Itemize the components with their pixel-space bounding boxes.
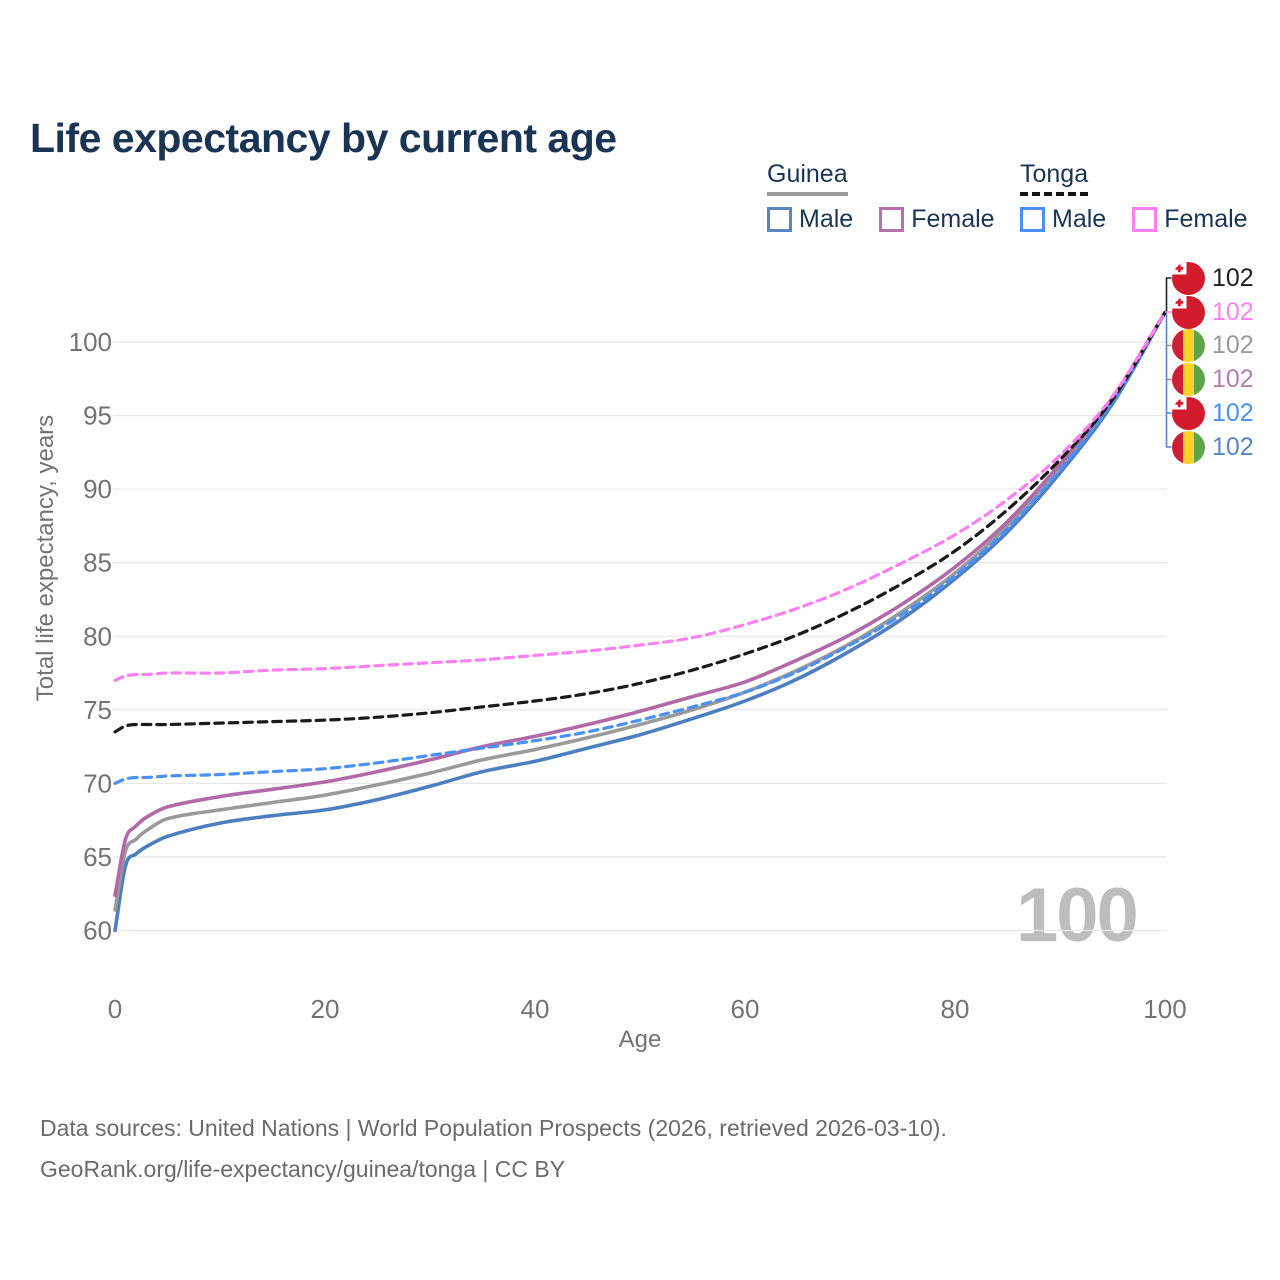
legend-item-tonga-female[interactable]: Female (1132, 205, 1248, 234)
end-label-tonga: 102 (1172, 261, 1254, 295)
series-line-guinea-female[interactable] (113, 310, 1167, 897)
legend-item-guinea-male[interactable]: Male (767, 205, 853, 234)
footer: Data sources: United Nations | World Pop… (40, 1108, 947, 1190)
end-label-guinea-female: 102 (1172, 363, 1254, 396)
end-label-value: 102 (1212, 331, 1254, 359)
end-label-value: 102 (1212, 365, 1254, 393)
legend-swatch-icon (1020, 207, 1045, 232)
legend-item-label: Female (911, 205, 995, 233)
y-tick-label: 90 (83, 474, 112, 504)
x-tick-label: 0 (108, 994, 122, 1024)
legend-swatch-icon (767, 207, 792, 232)
series-line-tonga-male[interactable] (113, 311, 1167, 785)
footer-attribution: GeoRank.org/life-expectancy/guinea/tonga… (40, 1156, 566, 1182)
page-title: Life expectancy by current age (30, 115, 617, 162)
legend-group-guinea: Guinea Male Female (767, 160, 995, 234)
x-axis-title: Age (618, 1026, 662, 1053)
legend-item-label: Male (799, 205, 854, 233)
series-line-tonga-female[interactable] (113, 311, 1167, 682)
y-tick-label: 60 (83, 916, 112, 946)
end-label-guinea-male: 102 (1172, 430, 1254, 464)
guinea-flag-icon (1172, 430, 1205, 464)
end-label-connector (1165, 313, 1172, 448)
series-line-guinea[interactable] (113, 310, 1167, 912)
legend-item-tonga-male[interactable]: Male (1020, 205, 1106, 234)
y-tick-label: 100 (69, 327, 112, 357)
x-tick-label: 100 (1143, 994, 1186, 1024)
y-tick-label: 85 (83, 548, 112, 578)
guinea-flag-icon (1172, 363, 1205, 396)
y-tick-label: 75 (83, 695, 112, 725)
y-tick-label: 65 (83, 842, 112, 872)
tonga-flag-icon (1172, 261, 1205, 295)
end-label-value: 102 (1212, 398, 1254, 427)
end-label-connector (1165, 277, 1172, 312)
y-tick-label: 95 (83, 401, 112, 431)
end-label-value: 102 (1212, 263, 1254, 292)
legend-country-guinea[interactable]: Guinea (767, 160, 848, 196)
end-label-value: 102 (1212, 297, 1254, 326)
legend-swatch-icon (1132, 207, 1158, 232)
series-line-guinea-male[interactable] (113, 310, 1167, 933)
series-line-tonga[interactable] (113, 311, 1167, 734)
end-label-guinea: 102 (1172, 329, 1254, 362)
tonga-flag-icon (1172, 396, 1205, 430)
x-tick-label: 60 (731, 994, 760, 1024)
end-label-tonga-female: 102 (1172, 295, 1254, 329)
end-label-tonga-male: 102 (1172, 396, 1254, 430)
footer-data-sources: Data sources: United Nations | World Pop… (40, 1115, 947, 1141)
end-label-value: 102 (1212, 432, 1254, 461)
x-tick-label: 80 (941, 994, 970, 1024)
x-tick-label: 20 (311, 994, 340, 1024)
x-tick-label: 40 (521, 994, 550, 1024)
y-tick-label: 70 (83, 768, 112, 798)
legend-item-label: Male (1052, 205, 1107, 233)
age-watermark: 100 (1016, 873, 1139, 958)
legend-item-guinea-female[interactable]: Female (879, 205, 995, 234)
y-tick-label: 80 (83, 621, 112, 651)
tonga-flag-icon (1172, 295, 1205, 329)
legend-group-tonga: Tonga Male Female (1020, 160, 1248, 234)
legend-country-tonga[interactable]: Tonga (1020, 160, 1089, 196)
legend-item-label: Female (1164, 205, 1248, 233)
legend-swatch-icon (879, 207, 905, 232)
guinea-flag-icon (1172, 329, 1205, 362)
